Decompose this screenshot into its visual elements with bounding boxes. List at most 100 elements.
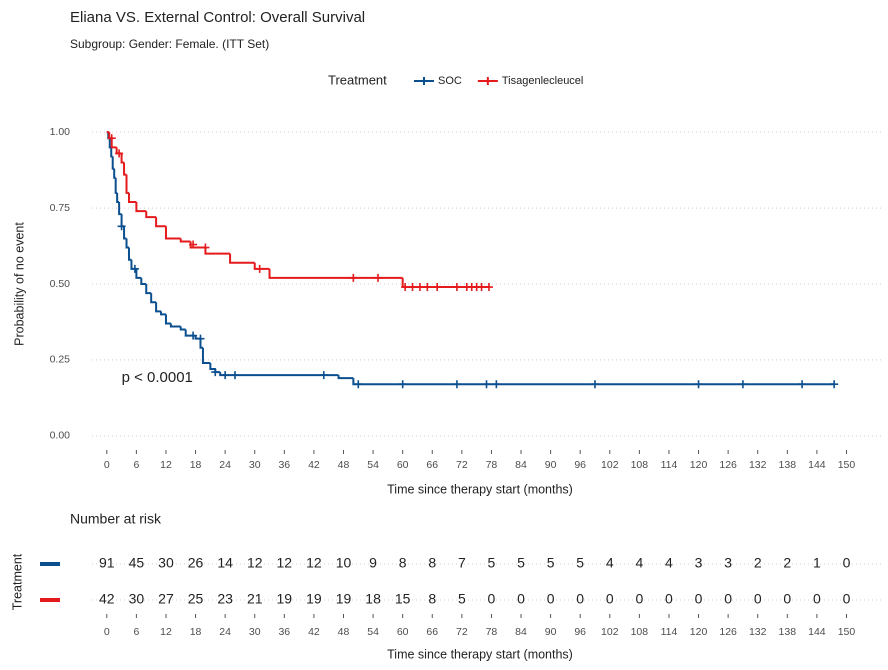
chart-subtitle: Subgroup: Gender: Female. (ITT Set)	[70, 37, 269, 51]
risk-count: 42	[99, 591, 115, 607]
risk-count: 0	[576, 591, 584, 607]
x-tick-label: 96	[574, 459, 586, 471]
legend-key	[477, 77, 498, 85]
survival-step	[164, 226, 181, 240]
survival-step	[123, 226, 127, 240]
survival-step	[229, 253, 255, 264]
risk-count: 5	[517, 555, 525, 571]
censor-mark	[130, 264, 139, 273]
x-tick-label: 90	[545, 459, 557, 471]
survival-step	[337, 375, 354, 380]
risk-count: 4	[665, 555, 673, 571]
x-tick-label: 48	[338, 459, 350, 471]
x-tick-label: 138	[779, 459, 797, 471]
censor-mark	[830, 380, 839, 389]
x-tick-label: 102	[601, 626, 619, 638]
risk-count: 30	[158, 555, 174, 571]
survival-step	[123, 162, 127, 176]
risk-count: 9	[369, 555, 377, 571]
risk-count: 4	[606, 555, 614, 571]
x-tick-label: 96	[574, 626, 586, 638]
risk-count: 7	[458, 555, 466, 571]
x-tick-label: 60	[397, 626, 409, 638]
risk-count: 25	[188, 591, 204, 607]
survival-step	[189, 241, 206, 249]
censor-mark	[201, 243, 210, 252]
risk-count: 1	[813, 555, 821, 571]
x-tick-label: 12	[160, 626, 172, 638]
risk-count: 5	[576, 555, 584, 571]
censor-mark	[484, 283, 493, 292]
survival-step	[201, 347, 211, 364]
censor-mark	[798, 380, 807, 389]
survival-step	[111, 156, 115, 170]
risk-count: 0	[606, 591, 614, 607]
chart-title: Eliana VS. External Control: Overall Sur…	[70, 9, 365, 26]
survival-step	[150, 293, 157, 304]
censor-mark	[319, 371, 328, 380]
x-tick-label: 84	[515, 626, 527, 638]
x-tick-label: 132	[749, 459, 767, 471]
x-tick-label: 54	[367, 626, 379, 638]
x-tick-label: 12	[160, 459, 172, 471]
risk-count: 2	[783, 555, 791, 571]
survival-step	[268, 268, 403, 279]
survival-step	[114, 177, 118, 194]
censor-mark	[107, 134, 116, 143]
risk-count: 10	[336, 555, 352, 571]
y-tick-label: 0.50	[50, 278, 71, 290]
survival-step	[113, 168, 116, 179]
censor-mark	[196, 334, 205, 343]
survival-step	[179, 238, 191, 243]
risk-table-title: Number at risk	[70, 511, 162, 527]
legend-title: Treatment	[328, 72, 387, 87]
x-tick-label: 30	[249, 459, 261, 471]
x-tick-label: 126	[719, 459, 737, 471]
x-axis-label: Time since therapy start (months)	[387, 647, 573, 661]
censor-mark	[590, 380, 599, 389]
survival-step	[120, 153, 125, 164]
censor-mark	[492, 380, 501, 389]
risk-count: 0	[843, 591, 851, 607]
censor-mark	[354, 380, 363, 389]
survival-step	[253, 262, 270, 270]
risk-count: 0	[695, 591, 703, 607]
survival-step	[184, 329, 196, 337]
x-tick-label: 54	[367, 459, 379, 471]
y-tick-label: 0.75	[50, 202, 71, 214]
x-tick-label: 114	[661, 459, 678, 471]
risk-count: 26	[188, 555, 204, 571]
x-tick-label: 120	[690, 459, 708, 471]
x-tick-label: 66	[426, 459, 438, 471]
x-tick-label: 36	[278, 459, 290, 471]
censor-mark	[117, 222, 126, 231]
x-tick-label: 102	[601, 459, 619, 471]
censor-mark	[694, 380, 703, 389]
x-tick-label: 150	[838, 459, 856, 471]
risk-count: 12	[247, 555, 263, 571]
x-tick-label: 108	[631, 626, 649, 638]
x-tick-label: 66	[426, 626, 438, 638]
survival-step	[155, 217, 166, 228]
x-tick-label: 144	[808, 626, 826, 638]
risk-count: 0	[783, 591, 791, 607]
risk-count: 18	[365, 591, 381, 607]
x-tick-label: 72	[456, 626, 468, 638]
survival-step	[125, 174, 129, 194]
x-tick-label: 42	[308, 626, 320, 638]
risk-count: 8	[428, 591, 436, 607]
risk-count: 45	[129, 555, 145, 571]
risk-count: 15	[395, 591, 411, 607]
x-tick-label: 138	[779, 626, 797, 638]
risk-count: 0	[517, 591, 525, 607]
x-tick-label: 6	[133, 626, 139, 638]
x-tick-label: 114	[661, 626, 678, 638]
risk-count: 5	[458, 591, 466, 607]
x-tick-label: 48	[338, 626, 350, 638]
risk-count: 4	[635, 555, 643, 571]
survival-step	[145, 211, 157, 219]
x-tick-label: 90	[545, 626, 557, 638]
x-tick-label: 78	[486, 459, 498, 471]
risk-count: 5	[488, 555, 496, 571]
